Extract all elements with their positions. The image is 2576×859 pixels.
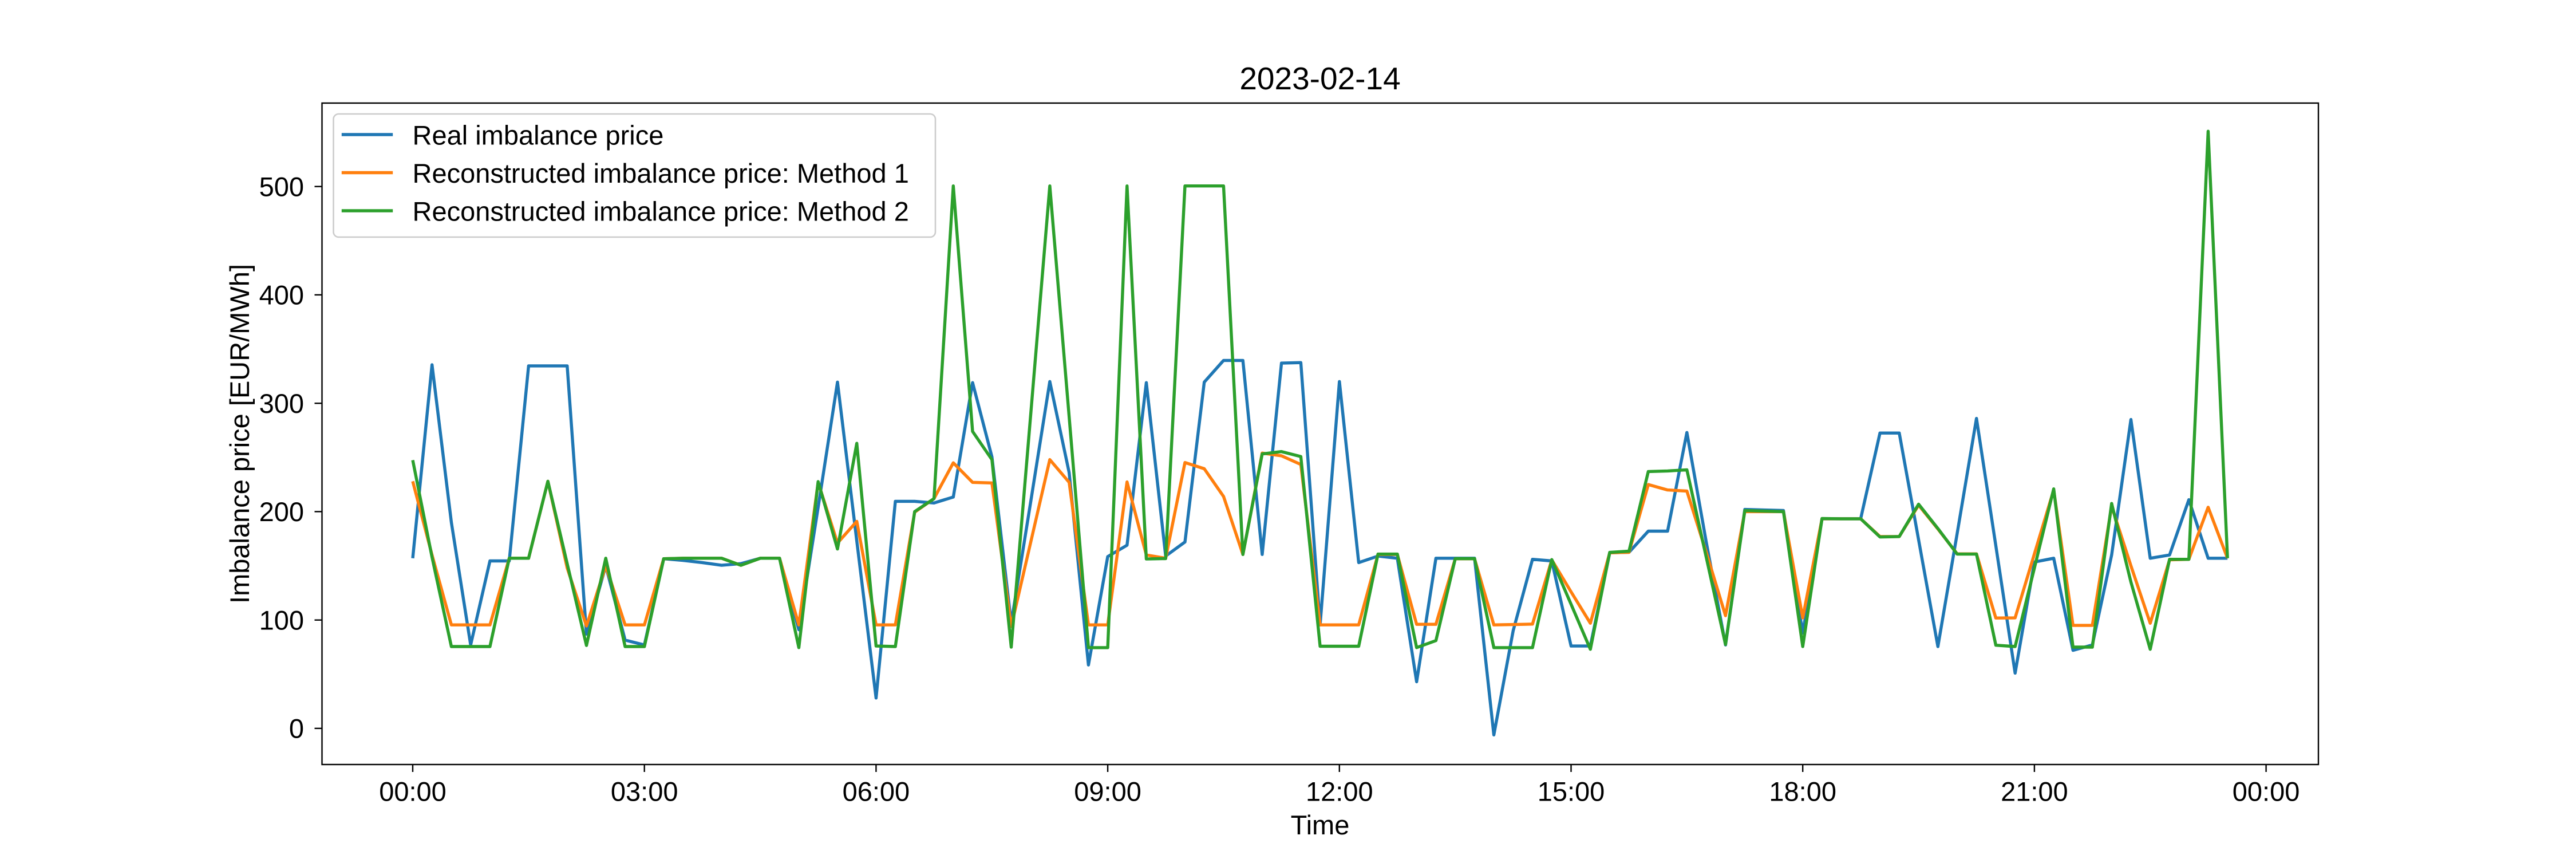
- svg-text:0: 0: [289, 714, 304, 744]
- svg-text:500: 500: [259, 171, 304, 202]
- svg-text:00:00: 00:00: [2233, 777, 2300, 807]
- svg-text:Reconstructed imbalance price:: Reconstructed imbalance price: Method 1: [413, 158, 909, 188]
- svg-text:00:00: 00:00: [379, 777, 447, 807]
- svg-text:Imbalance price [EUR/MWh]: Imbalance price [EUR/MWh]: [224, 264, 255, 604]
- svg-text:15:00: 15:00: [1538, 777, 1605, 807]
- svg-text:200: 200: [259, 497, 304, 527]
- svg-text:2023-02-14: 2023-02-14: [1239, 61, 1400, 96]
- svg-text:Real imbalance price: Real imbalance price: [413, 120, 664, 151]
- svg-text:300: 300: [259, 388, 304, 419]
- svg-text:Time: Time: [1291, 810, 1350, 840]
- svg-text:18:00: 18:00: [1769, 777, 1836, 807]
- svg-text:09:00: 09:00: [1074, 777, 1141, 807]
- svg-text:Reconstructed imbalance price:: Reconstructed imbalance price: Method 2: [413, 196, 909, 227]
- svg-text:12:00: 12:00: [1306, 777, 1373, 807]
- svg-text:21:00: 21:00: [2001, 777, 2068, 807]
- svg-text:100: 100: [259, 605, 304, 635]
- svg-text:06:00: 06:00: [843, 777, 910, 807]
- svg-text:03:00: 03:00: [611, 777, 678, 807]
- svg-text:400: 400: [259, 280, 304, 310]
